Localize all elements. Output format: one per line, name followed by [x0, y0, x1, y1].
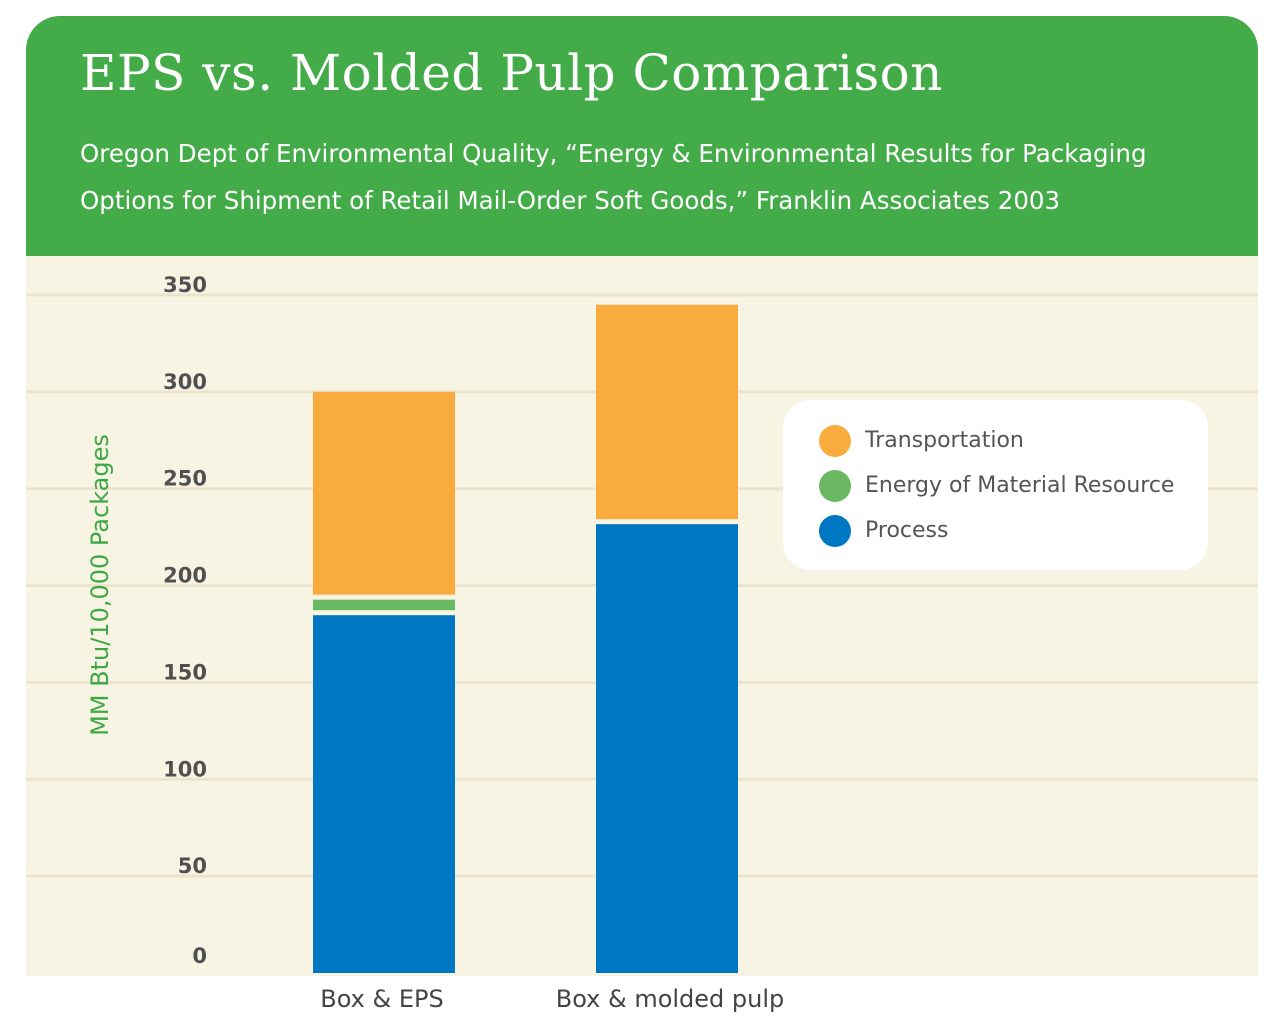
- chart-header: [26, 16, 1258, 256]
- y-tick-label-250: 250: [163, 467, 207, 491]
- x-tick-label-box-molded-pulp: Box & molded pulp: [555, 985, 785, 1013]
- legend-label-energy-of-material-resource: Energy of Material Resource: [865, 473, 1175, 498]
- bar-box-eps-process: [313, 615, 455, 973]
- y-tick-label-300: 300: [163, 370, 207, 394]
- legend-label-process: Process: [865, 518, 949, 543]
- y-axis-label: MM Btu/10,000 Packages: [86, 434, 114, 736]
- y-tick-label-0: 0: [192, 944, 207, 968]
- legend-item-energy-of-material-resource: Energy of Material Resource: [819, 463, 1208, 508]
- legend-item-transportation: Transportation: [819, 418, 1208, 463]
- bar-box-eps-transportation: [313, 391, 455, 595]
- subtitle-line-1: Oregon Dept of Environmental Quality, “E…: [80, 139, 1147, 168]
- legend-swatch-energy-of-material-resource: [819, 469, 851, 502]
- bar-box-molded-pulp-transportation: [596, 304, 738, 520]
- legend-swatch-process: [819, 514, 851, 547]
- legend-item-process: Process: [819, 508, 1208, 553]
- y-tick-label-350: 350: [163, 273, 207, 297]
- legend-label-transportation: Transportation: [865, 428, 1024, 453]
- y-tick-label-100: 100: [163, 757, 207, 781]
- y-tick-label-150: 150: [163, 660, 207, 684]
- y-tick-label-50: 50: [178, 854, 207, 878]
- x-tick-label-box-eps: Box & EPS: [320, 985, 444, 1013]
- chart-title: EPS vs. Molded Pulp Comparison: [80, 44, 943, 102]
- legend: Transportation Energy of Material Resour…: [783, 400, 1208, 570]
- legend-swatch-transportation: [819, 424, 851, 457]
- chart-subtitle: Oregon Dept of Environmental Quality, “E…: [80, 130, 1220, 224]
- subtitle-line-2: Options for Shipment of Retail Mail-Orde…: [80, 186, 1061, 215]
- bar-box-molded-pulp-process: [596, 524, 738, 973]
- y-tick-label-200: 200: [163, 564, 207, 588]
- bar-box-eps-energy-of-material-resource: [313, 599, 455, 611]
